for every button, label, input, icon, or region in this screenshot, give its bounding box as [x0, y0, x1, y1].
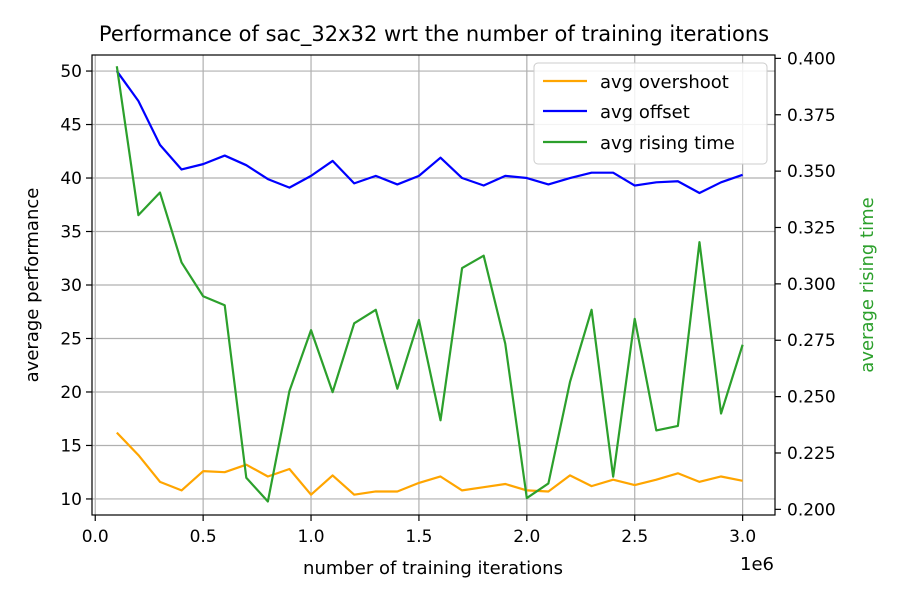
- y-right-tick-label: 0.350: [787, 162, 836, 182]
- series-line-avg-overshoot: [116, 431, 743, 496]
- legend-label-avg-rising-time: avg rising time: [600, 133, 735, 154]
- x-axis-offset-label: 1e6: [740, 554, 774, 575]
- series-layer: [115, 66, 744, 503]
- y-left-tick-label: 25: [60, 329, 82, 349]
- x-axis-label: number of training iterations: [303, 558, 563, 579]
- x-tick-label: 2.5: [621, 527, 648, 547]
- x-tick-label: 0.0: [82, 527, 109, 547]
- chart-title: Performance of sac_32x32 wrt the number …: [99, 22, 769, 47]
- y-left-tick-label: 20: [60, 383, 82, 403]
- y-left-tick-label: 45: [60, 116, 82, 136]
- x-tick-label: 3.0: [729, 527, 756, 547]
- y-right-tick-label: 0.300: [787, 275, 836, 295]
- y-left-tick-label: 50: [60, 62, 82, 82]
- y-left-tick-label: 30: [60, 276, 82, 296]
- x-tick-label: 0.5: [190, 527, 217, 547]
- y-left-tick-label: 35: [60, 223, 82, 243]
- series-line-avg-rising-time: [115, 66, 744, 503]
- x-tick-label: 1.5: [405, 527, 432, 547]
- series-line-avg-offset: [115, 70, 743, 195]
- y-axis-left-label: average performance: [22, 188, 43, 383]
- legend-label-avg-overshoot: avg overshoot: [600, 72, 729, 93]
- y-right-tick-label: 0.225: [787, 444, 836, 464]
- y-right-tick-label: 0.375: [787, 106, 836, 126]
- y-left-tick-label: 10: [60, 490, 82, 510]
- x-axis: 0.0 0.5 1.0 1.5 2.0 2.5 3.0: [82, 515, 756, 547]
- y-left-tick-label: 40: [60, 169, 82, 189]
- x-tick-label: 1.0: [298, 527, 325, 547]
- x-tick-label: 2.0: [513, 527, 540, 547]
- y-left-tick-label: 15: [60, 436, 82, 456]
- legend-label-avg-offset: avg offset: [600, 102, 690, 123]
- y-axis-left: 10 15 20 25 30 35 40 45 50: [60, 62, 92, 510]
- y-right-tick-label: 0.250: [787, 388, 836, 408]
- y-right-tick-label: 0.200: [787, 500, 836, 520]
- y-right-tick-label: 0.400: [787, 49, 836, 69]
- y-axis-right: 0.200 0.225 0.250 0.275 0.300 0.325 0.350 0.375…: [775, 49, 836, 520]
- legend: avg overshoot avg offset avg rising time: [533, 62, 768, 165]
- legend-box: [533, 62, 768, 165]
- y-right-tick-label: 0.325: [787, 219, 836, 239]
- y-axis-right-label: average rising time: [857, 197, 878, 372]
- y-right-tick-label: 0.275: [787, 331, 836, 351]
